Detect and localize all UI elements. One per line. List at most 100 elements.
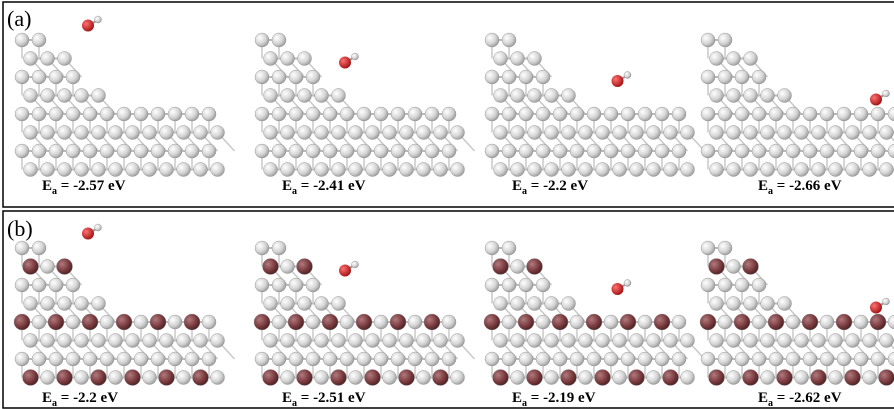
atom — [570, 352, 584, 366]
label-part: = -2.41 eV — [297, 178, 366, 194]
atom — [485, 70, 499, 84]
atom — [417, 126, 431, 140]
atom — [306, 144, 320, 158]
atom — [536, 70, 550, 84]
atom — [863, 163, 877, 177]
atom — [545, 334, 559, 348]
atom — [143, 126, 157, 140]
atom — [752, 144, 766, 158]
atom — [561, 370, 577, 386]
atom — [672, 352, 686, 366]
atom — [846, 334, 860, 348]
atom — [871, 352, 885, 366]
atom — [357, 352, 371, 366]
atom — [49, 144, 63, 158]
atom — [366, 126, 380, 140]
atom — [511, 371, 525, 385]
atom — [281, 126, 295, 140]
atom — [727, 371, 741, 385]
atom — [528, 89, 542, 103]
atom — [272, 107, 286, 121]
atom — [193, 370, 209, 386]
atom — [57, 370, 73, 386]
atom — [536, 278, 550, 292]
atom — [281, 163, 295, 177]
atom — [14, 314, 30, 330]
atom — [417, 163, 431, 177]
atom — [854, 352, 868, 366]
atom — [126, 126, 140, 140]
label-part: = -2.57 eV — [57, 178, 126, 194]
atom — [332, 126, 346, 140]
atom — [735, 144, 749, 158]
atom — [408, 107, 422, 121]
atom — [511, 52, 525, 66]
label-part: = -2.2 eV — [57, 390, 118, 406]
atom — [586, 314, 602, 330]
atom — [710, 297, 724, 311]
atom — [315, 163, 329, 177]
atom — [83, 107, 97, 121]
atom — [151, 352, 165, 366]
atom — [160, 163, 174, 177]
atom — [306, 278, 320, 292]
atom — [315, 89, 329, 103]
atom — [134, 144, 148, 158]
atom — [870, 314, 886, 330]
atom — [621, 107, 635, 121]
atom — [502, 107, 516, 121]
atom — [672, 144, 686, 158]
atom — [613, 334, 627, 348]
atom — [356, 314, 372, 330]
atom — [837, 352, 851, 366]
atom — [709, 370, 725, 386]
atom — [786, 315, 800, 329]
atom — [786, 107, 800, 121]
atom — [298, 163, 312, 177]
atom — [126, 334, 140, 348]
atom — [255, 352, 269, 366]
structure — [484, 241, 705, 386]
atom — [24, 126, 38, 140]
atom — [306, 70, 320, 84]
atom — [735, 107, 749, 121]
atom — [519, 107, 533, 121]
atom — [812, 163, 826, 177]
atom — [264, 297, 278, 311]
atom — [272, 33, 286, 47]
atom — [263, 370, 279, 386]
energy-label: Ea = -2.2 eV — [512, 178, 588, 197]
atom — [315, 126, 329, 140]
atom — [168, 107, 182, 121]
atom — [494, 126, 508, 140]
hydrogen — [883, 90, 890, 97]
atom — [638, 107, 652, 121]
label-part: E — [282, 178, 292, 194]
atom — [289, 107, 303, 121]
atom — [272, 144, 286, 158]
atom — [880, 126, 894, 140]
panel-frame — [3, 2, 894, 207]
atom — [854, 107, 868, 121]
atom — [66, 107, 80, 121]
atom — [32, 352, 46, 366]
atom — [323, 107, 337, 121]
atom — [552, 314, 568, 330]
atom — [32, 33, 46, 47]
atom — [41, 89, 55, 103]
atom — [41, 126, 55, 140]
atom — [744, 89, 758, 103]
atom — [24, 89, 38, 103]
atom — [100, 107, 114, 121]
atom — [536, 315, 550, 329]
atom — [281, 52, 295, 66]
atom — [735, 352, 749, 366]
atom — [710, 334, 724, 348]
energy-label: Ea = -2.62 eV — [758, 390, 842, 409]
atom — [709, 259, 725, 275]
atom — [298, 126, 312, 140]
energy-label: Ea = -2.57 eV — [42, 178, 126, 197]
atom — [442, 144, 456, 158]
atom — [92, 89, 106, 103]
atom — [744, 126, 758, 140]
